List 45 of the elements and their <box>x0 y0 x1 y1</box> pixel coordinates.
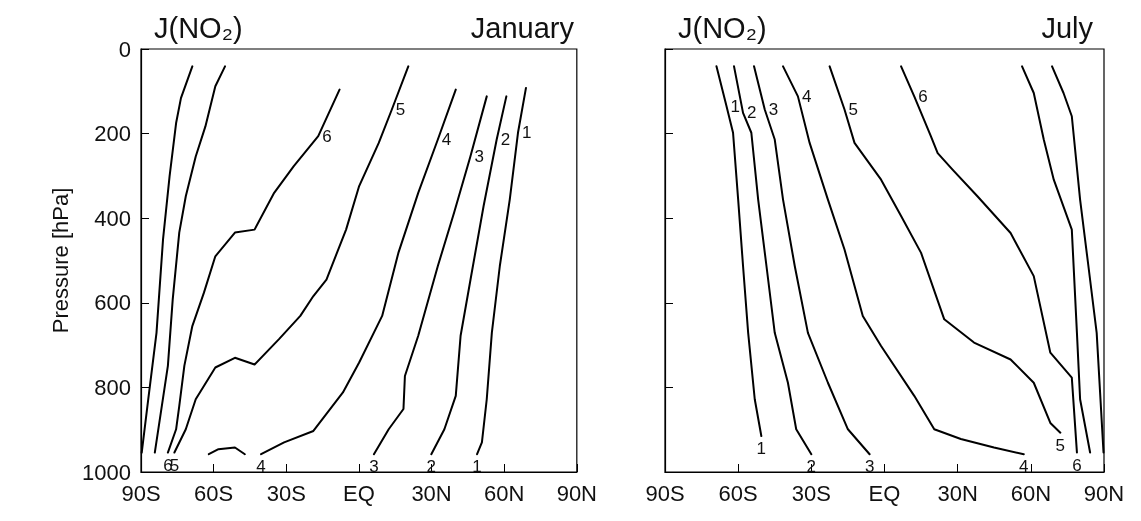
x-tick-label: EQ <box>343 480 375 506</box>
series-label: 6 <box>918 86 928 106</box>
y-axis-title: Pressure [hPa] <box>47 187 73 334</box>
series-label: 4 <box>801 86 812 106</box>
y-tick-label: 0 <box>118 36 131 62</box>
chart-subtitle: July <box>1041 11 1094 44</box>
x-tick-label: 30N <box>937 480 978 506</box>
x-tick-label: 60N <box>484 480 525 506</box>
x-tick-label: 60S <box>194 480 234 506</box>
x-tick-label: 30S <box>266 480 306 506</box>
series-label: 1 <box>521 123 532 143</box>
x-tick-label: EQ <box>868 480 901 506</box>
chart-subtitle: January <box>470 11 575 44</box>
chart-title: J(NO₂) <box>678 11 767 44</box>
series-label: 5 <box>395 99 406 119</box>
text: 3 <box>864 457 875 477</box>
text: 4 <box>256 457 266 477</box>
x-tick-label: 90S <box>645 480 685 506</box>
series-label: 5 <box>848 99 858 119</box>
series-label: 4 <box>441 130 452 150</box>
text: 6 <box>1072 455 1082 475</box>
y-tick-label: 600 <box>94 290 131 316</box>
series-label: 3 <box>768 99 779 119</box>
series-label: 2 <box>500 130 511 150</box>
y-tick-label: 200 <box>94 121 131 147</box>
chart-title: J(NO₂) <box>154 11 243 44</box>
x-tick-label: 90N <box>556 480 597 506</box>
x-tick-label: 60N <box>1010 480 1052 506</box>
text: 2 <box>806 457 817 477</box>
x-tick-label: 60S <box>718 480 758 506</box>
x-tick-label: 90N <box>1083 480 1125 506</box>
series-label: 2 <box>747 103 757 123</box>
y-tick-label: 400 <box>94 205 131 231</box>
x-tick-label: 30N <box>411 480 452 506</box>
series-label: 1 <box>730 96 740 116</box>
text: 1 <box>756 439 767 459</box>
y-tick-label: 800 <box>94 374 131 400</box>
text: 4 <box>1019 457 1029 477</box>
text: 3 <box>369 457 379 477</box>
series-label: 6 <box>322 126 332 146</box>
text: 1 <box>472 457 482 477</box>
x-tick-label: 30S <box>791 480 831 506</box>
series-label: 3 <box>474 146 484 166</box>
text: 2 <box>426 457 437 477</box>
text: 5 <box>1055 435 1066 455</box>
